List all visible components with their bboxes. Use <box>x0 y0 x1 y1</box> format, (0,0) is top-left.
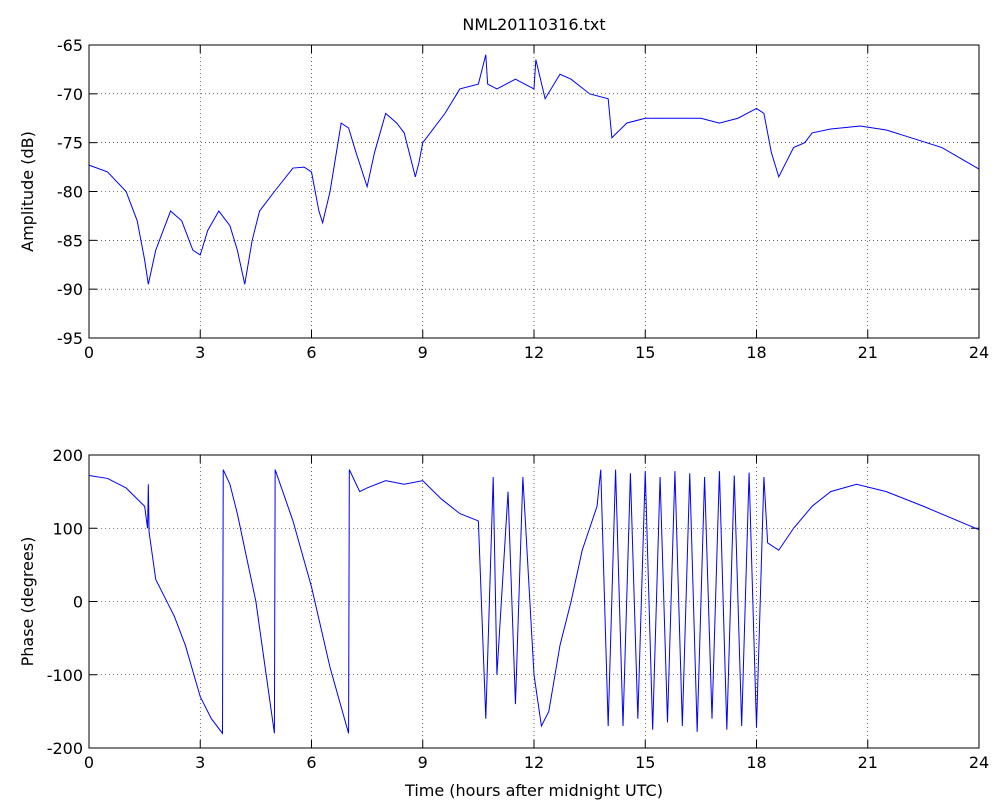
x-tick-label: 15 <box>635 753 655 772</box>
y-tick-label: 0 <box>73 593 83 612</box>
x-tick-label: 15 <box>635 343 655 362</box>
chart-title: NML20110316.txt <box>462 15 605 34</box>
axes-frame <box>88 454 980 749</box>
x-tick-label: 18 <box>746 343 766 362</box>
y-tick-label: -75 <box>57 134 83 153</box>
x-tick-label: 12 <box>524 753 544 772</box>
y-axis-label: Phase (degrees) <box>18 537 37 667</box>
x-tick-label: 9 <box>418 753 428 772</box>
y-tick-label: 100 <box>52 519 83 538</box>
axes-frame <box>88 44 980 339</box>
x-tick-label: 3 <box>195 343 205 362</box>
x-axis-label: Time (hours after midnight UTC) <box>404 781 663 800</box>
x-tick-label: 9 <box>418 343 428 362</box>
x-tick-label: 0 <box>84 343 94 362</box>
x-tick-label: 21 <box>858 343 878 362</box>
y-tick-label: -95 <box>57 329 83 348</box>
x-tick-label: 18 <box>746 753 766 772</box>
data-line <box>88 469 980 735</box>
y-tick-label: -85 <box>57 231 83 250</box>
x-tick-label: 21 <box>858 753 878 772</box>
x-tick-label: 24 <box>969 343 989 362</box>
x-tick-label: 12 <box>524 343 544 362</box>
x-tick-label: 6 <box>306 753 316 772</box>
data-line <box>88 54 980 285</box>
x-tick-label: 0 <box>84 753 94 772</box>
x-tick-label: 24 <box>969 753 989 772</box>
y-tick-label: -90 <box>57 280 83 299</box>
x-tick-label: 6 <box>306 343 316 362</box>
y-tick-label: -70 <box>57 85 83 104</box>
y-tick-label: -65 <box>57 36 83 55</box>
y-tick-label: -200 <box>47 739 83 758</box>
y-tick-label: 200 <box>52 446 83 465</box>
y-tick-label: -80 <box>57 183 83 202</box>
y-axis-label: Amplitude (dB) <box>18 131 37 252</box>
x-tick-label: 3 <box>195 753 205 772</box>
y-tick-label: -100 <box>47 666 83 685</box>
